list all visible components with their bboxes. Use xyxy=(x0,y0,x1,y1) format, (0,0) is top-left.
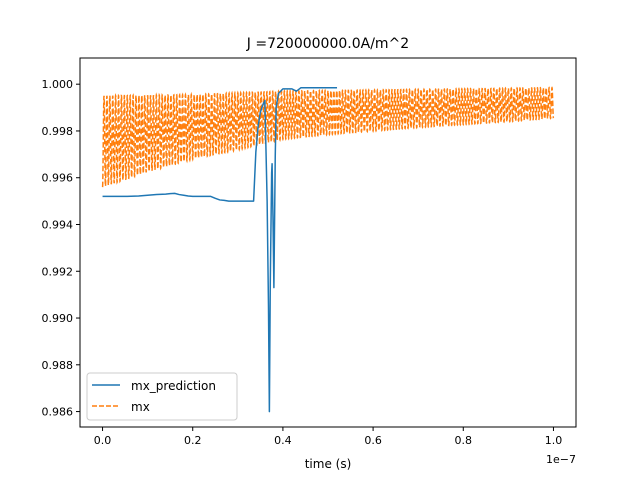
legend-label-mx-prediction: mx_prediction xyxy=(131,379,216,393)
x-axis: 0.0 0.2 0.4 0.6 0.8 1.0 xyxy=(94,427,562,447)
y-axis: 0.986 0.988 0.990 0.992 0.994 0.996 0.998 1.000 xyxy=(42,78,80,419)
y-tick-label: 1.000 xyxy=(42,78,74,91)
y-tick-label: 0.986 xyxy=(42,406,74,419)
y-tick-label: 0.998 xyxy=(42,125,74,138)
x-tick-label: 0.6 xyxy=(364,434,382,447)
y-tick-label: 0.990 xyxy=(42,312,74,325)
x-axis-label: time (s) xyxy=(305,457,352,471)
x-offset-label: 1e−7 xyxy=(546,453,576,466)
chart-title: J =720000000.0A/m^2 xyxy=(246,36,409,52)
x-tick-label: 0.4 xyxy=(274,434,292,447)
y-tick-label: 0.994 xyxy=(42,218,74,231)
series-line-mx xyxy=(101,86,555,188)
series-layer xyxy=(101,86,555,413)
x-tick-label: 0.8 xyxy=(455,434,473,447)
series-line-mx-prediction xyxy=(102,86,338,413)
x-tick-label: 1.0 xyxy=(545,434,563,447)
plot-frame xyxy=(79,57,577,428)
legend-box xyxy=(86,372,238,421)
legend-label-mx: mx xyxy=(131,400,150,414)
legend: mx_prediction mx xyxy=(86,372,238,421)
y-tick-label: 0.988 xyxy=(42,359,74,372)
y-tick-label: 0.996 xyxy=(42,172,74,185)
y-tick-label: 0.992 xyxy=(42,265,74,278)
x-tick-label: 0.0 xyxy=(94,434,112,447)
x-tick-label: 0.2 xyxy=(184,434,202,447)
